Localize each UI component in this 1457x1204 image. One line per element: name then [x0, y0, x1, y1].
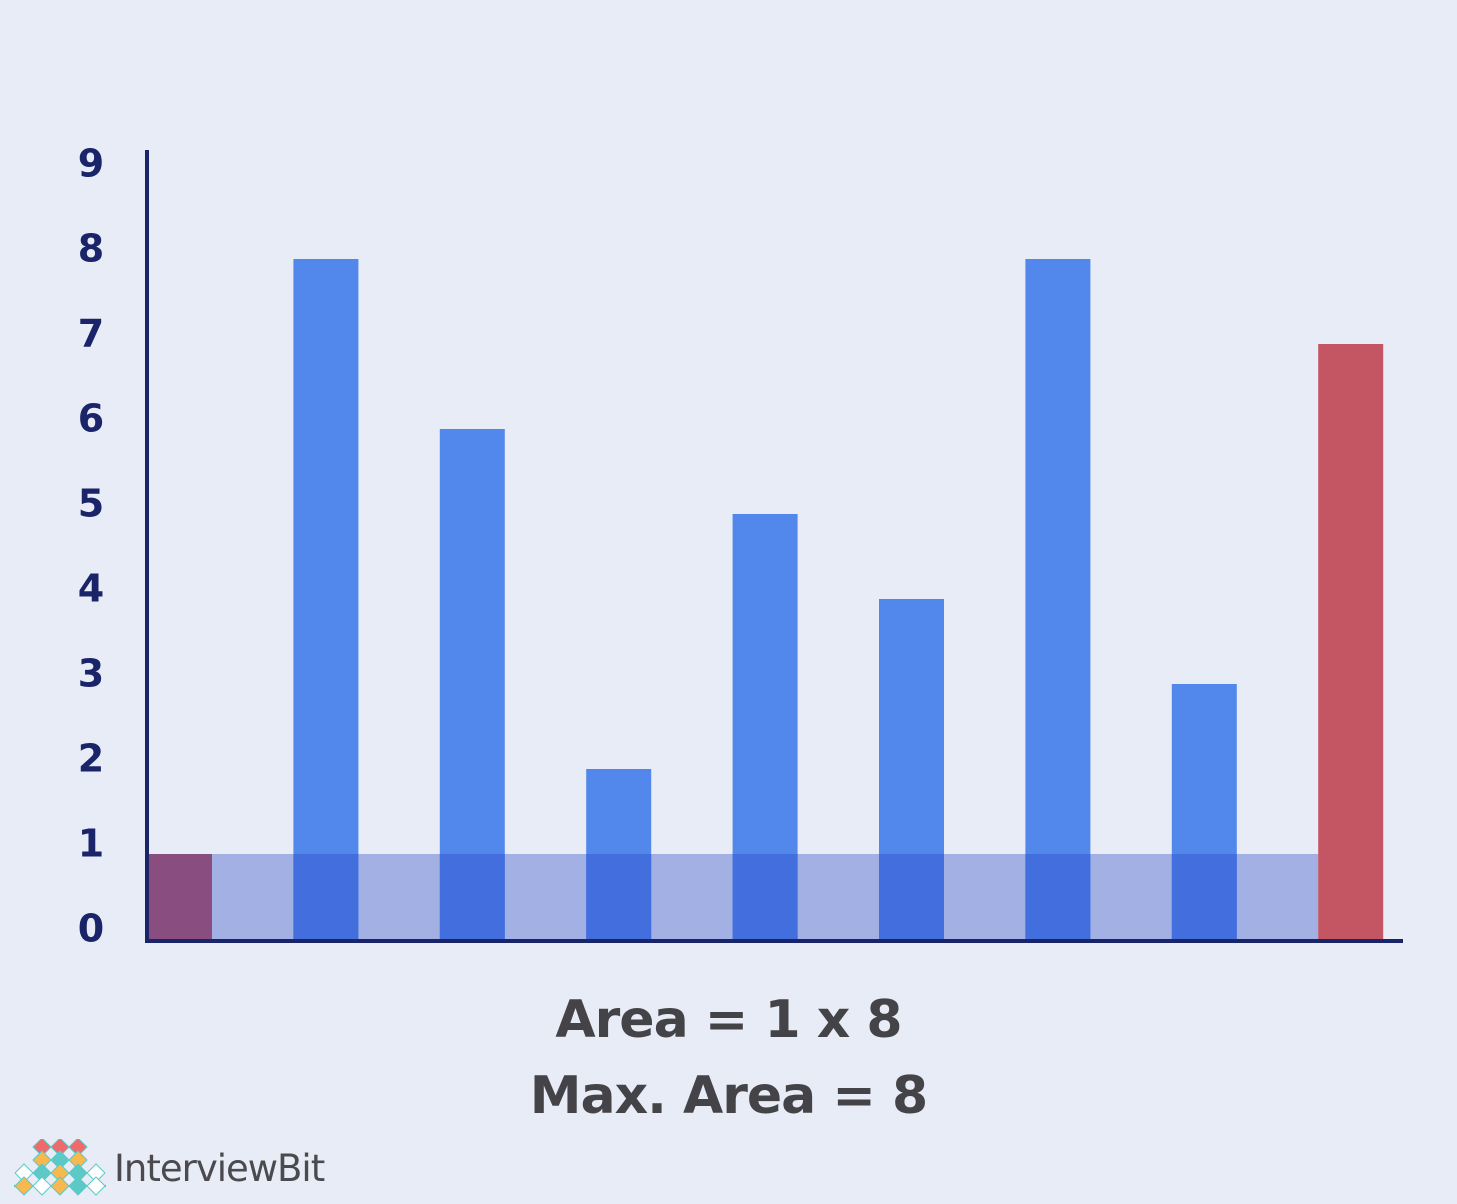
logo-diamond: [50, 1176, 70, 1196]
bar-1: [147, 854, 212, 939]
bar-4-water-overlap: [586, 854, 652, 939]
y-tick-label-9: 9: [78, 142, 104, 186]
logo-diamond: [86, 1176, 106, 1196]
y-tick-label-1: 1: [78, 822, 104, 866]
y-tick-label-2: 2: [78, 737, 104, 781]
y-tick-label-5: 5: [78, 482, 104, 526]
bar-chart: 0 1 2 3 4 5 6 7 8 9: [78, 142, 1403, 951]
interviewbit-diamond-logo-icon: [14, 1139, 106, 1196]
y-tick-label-3: 3: [78, 652, 104, 696]
logo-diamond: [32, 1176, 52, 1196]
water-over-bars: [293, 854, 1237, 939]
logo-text: InterviewBit: [114, 1146, 325, 1190]
logo-diamond: [14, 1176, 34, 1196]
bar-9: [1318, 344, 1384, 939]
bar-7-water-overlap: [1025, 854, 1091, 939]
y-tick-label-8: 8: [78, 227, 104, 271]
interviewbit-logo: InterviewBit: [14, 1138, 325, 1198]
bar-3-water-overlap: [439, 854, 505, 939]
bar-6-water-overlap: [879, 854, 944, 939]
bar-2-water-overlap: [293, 854, 359, 939]
bar-7: [1025, 259, 1091, 939]
y-tick-label-0: 0: [78, 907, 104, 951]
area-caption: Area = 1 x 8: [555, 990, 902, 1050]
bar-5-water-overlap: [732, 854, 798, 939]
y-tick-label-6: 6: [78, 397, 104, 441]
bar-2: [293, 259, 359, 939]
bar-8-water-overlap: [1171, 854, 1237, 939]
y-axis-tick-labels: 0 1 2 3 4 5 6 7 8 9: [78, 142, 104, 951]
logo-diamond: [104, 1184, 106, 1188]
y-tick-label-7: 7: [78, 312, 104, 356]
bars: [147, 259, 1384, 939]
y-tick-label-4: 4: [78, 567, 104, 611]
logo-diamond: [68, 1176, 88, 1196]
max-area-caption: Max. Area = 8: [529, 1066, 928, 1126]
